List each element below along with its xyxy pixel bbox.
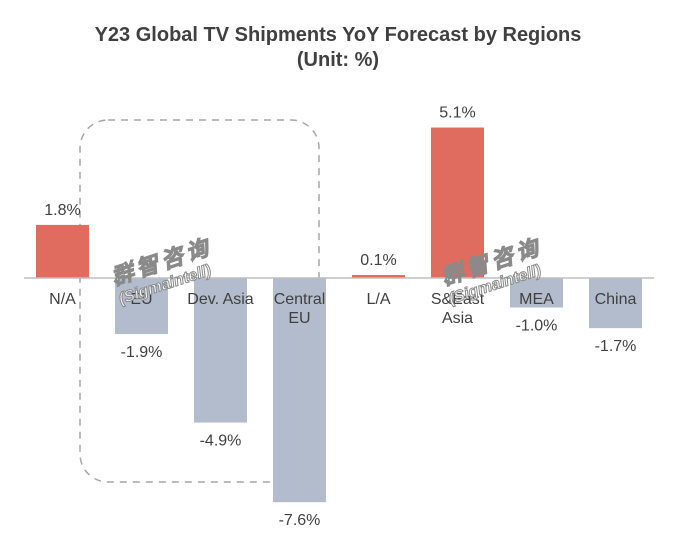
- category-label-line: MEA: [519, 291, 554, 308]
- bar: [36, 224, 89, 278]
- category-label-line: EU: [130, 291, 152, 308]
- bar: [115, 278, 168, 335]
- chart-title: Y23 Global TV Shipments YoY Forecast by …: [94, 24, 582, 46]
- bar: [510, 278, 563, 308]
- category-label: MEA: [519, 291, 554, 308]
- category-label: EU: [130, 291, 152, 308]
- category-label-line: EU: [288, 310, 310, 327]
- bar: [352, 275, 405, 278]
- category-label-line: Asia: [442, 310, 473, 327]
- data-label: 0.1%: [360, 252, 396, 269]
- category-label-line: S&East: [431, 291, 485, 308]
- bar: [273, 278, 326, 503]
- chart-subtitle: (Unit: %): [296, 49, 380, 71]
- category-label: L/A: [366, 291, 390, 308]
- category-label-line: China: [595, 291, 637, 308]
- category-label: Dev. Asia: [187, 291, 254, 308]
- data-label: -1.0%: [516, 318, 558, 335]
- data-label: -1.7%: [595, 338, 637, 355]
- data-label: -4.9%: [200, 433, 242, 450]
- data-label: 1.8%: [44, 202, 80, 219]
- category-label-line: N/A: [49, 291, 76, 308]
- bars-layer: [36, 119, 642, 503]
- data-label: 5.1%: [439, 105, 475, 122]
- category-label: Central EU: [274, 291, 326, 327]
- labels-layer: 1.8% N/A -1.9% EU -4.9% Dev. Asia -7.6% Central…: [44, 105, 636, 530]
- category-label-line: L/A: [366, 291, 390, 308]
- category-label: N/A: [49, 291, 76, 308]
- data-label: -1.9%: [121, 344, 163, 361]
- data-label: -7.6%: [279, 512, 321, 529]
- bar: [194, 278, 247, 423]
- category-label-line: Dev. Asia: [187, 291, 254, 308]
- category-label: S&East Asia: [431, 291, 485, 327]
- bar: [589, 278, 642, 329]
- category-label-line: Central: [274, 291, 326, 308]
- bar: [431, 127, 484, 278]
- category-label: China: [595, 291, 637, 308]
